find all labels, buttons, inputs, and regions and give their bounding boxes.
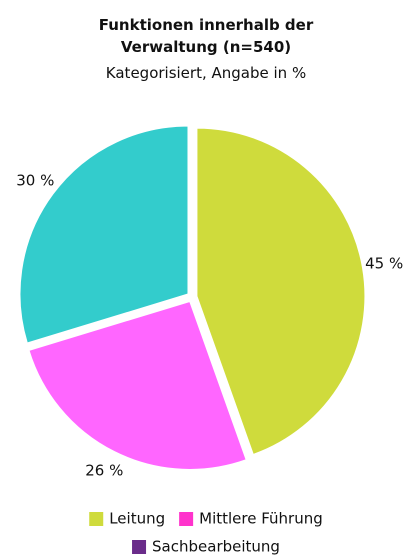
chart-subtitle: Kategorisiert, Angabe in % (105, 64, 307, 82)
legend-label: Mittlere Führung (199, 510, 323, 528)
pie-slice (196, 127, 366, 456)
legend-swatch (89, 512, 104, 526)
pie-slice (28, 300, 247, 470)
data-label: 30 % (16, 171, 54, 189)
legend-swatch (179, 512, 194, 526)
chart-title: Funktionen innerhalb der Verwaltung (n=5… (98, 16, 314, 56)
data-label: 26 % (85, 462, 123, 480)
pie-slice (19, 125, 189, 344)
data-label: 45 % (365, 254, 403, 272)
legend-label: Leitung (109, 510, 165, 528)
legend-label: Sachbearbeitung (152, 538, 280, 556)
legend-swatch (132, 540, 147, 554)
